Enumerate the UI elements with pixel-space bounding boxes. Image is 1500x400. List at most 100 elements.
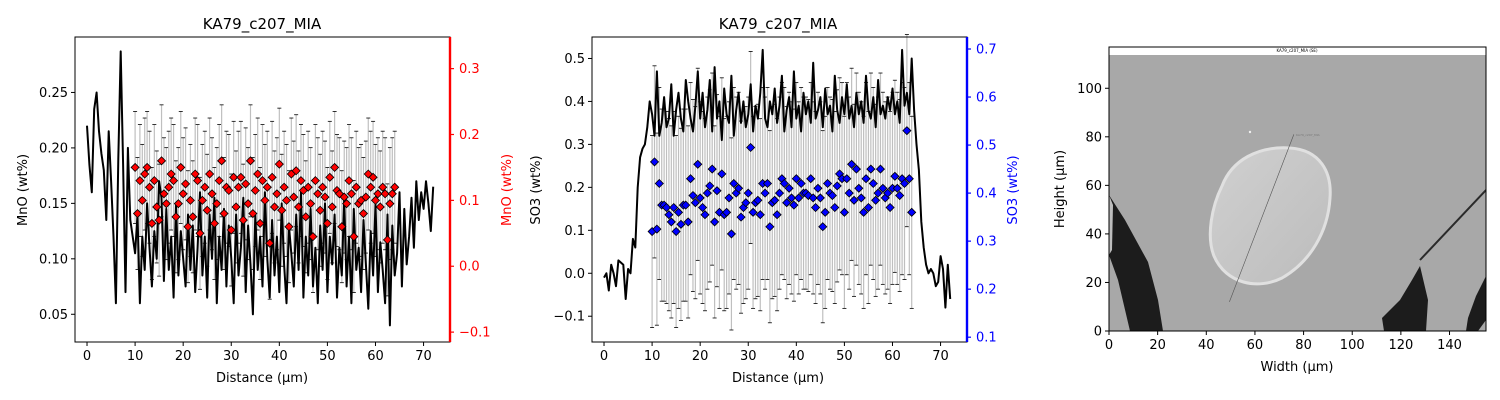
x-tick-label: 20 [175, 349, 192, 364]
data-point [135, 176, 145, 186]
data-point [346, 189, 357, 199]
mno-y-ticks: 0.05 0.10 0.15 0.20 0.25 [39, 86, 75, 323]
data-point [856, 193, 866, 203]
data-point [772, 210, 782, 220]
mno-chart: KA79_c207_MIA 0 10 20 30 40 50 60 70 0.050.100.… [16, 15, 515, 386]
data-point [370, 195, 381, 205]
data-point [830, 202, 840, 213]
sem-y-ticks: 0 20 40 60 80 100 [1077, 82, 1109, 340]
data-point [669, 202, 679, 213]
data-point [313, 189, 323, 199]
y2-tick-label: 0.0 [459, 260, 480, 275]
x-tick-label: 0 [600, 349, 608, 364]
data-point [279, 182, 289, 192]
data-point [673, 207, 684, 217]
x-tick-label: 20 [1149, 338, 1166, 353]
so3-profile-line [603, 48, 952, 309]
data-point [306, 199, 316, 209]
so3-y-ticks: −0.1 0.0 0.1 0.2 0.3 0.4 0.5 [553, 52, 592, 325]
data-point [315, 205, 325, 215]
data-point [255, 218, 265, 228]
data-point [755, 210, 765, 220]
y2-tick-label: −0.1 [459, 326, 491, 341]
so3-x-axis-label: Distance (µm) [732, 371, 824, 386]
data-point [820, 207, 830, 217]
data-point [325, 172, 335, 182]
mno-x-ticks: 0 10 20 30 40 50 60 70 [83, 342, 432, 364]
y-tick-label: 100 [1077, 82, 1102, 97]
data-point [224, 185, 234, 196]
data-point [878, 183, 888, 193]
data-point [654, 178, 664, 189]
data-point [245, 156, 256, 166]
data-point [664, 210, 674, 220]
data-point [214, 176, 224, 186]
data-point [688, 190, 698, 201]
mno-y2-ticks: −0.1 0.0 0.1 0.2 0.3 [450, 62, 491, 341]
data-point [722, 207, 732, 217]
data-point [181, 179, 191, 189]
data-point [863, 202, 874, 213]
data-point [269, 202, 280, 212]
data-point [782, 198, 792, 208]
data-point [281, 195, 292, 205]
data-point [349, 232, 359, 242]
y-tick-label: 0.10 [39, 252, 68, 267]
y2-tick-label: 0.7 [976, 43, 997, 58]
data-point [274, 159, 284, 169]
so3-y2-ticks: 0.1 0.2 0.3 0.4 0.5 0.6 0.7 [967, 43, 997, 346]
sem-dark-phase-bottom-right [1466, 276, 1486, 331]
data-point [796, 178, 806, 189]
data-point [765, 222, 775, 232]
data-point [193, 176, 203, 186]
data-point [859, 207, 869, 217]
data-point [871, 195, 881, 205]
data-point [695, 193, 705, 203]
y2-tick-label: 0.5 [976, 139, 997, 154]
data-point [267, 172, 277, 182]
data-point [140, 169, 150, 179]
x-tick-label: 0 [83, 349, 91, 364]
data-point [185, 195, 195, 205]
data-point [385, 199, 395, 209]
data-point [219, 208, 229, 219]
data-point [661, 202, 672, 213]
data-point [308, 232, 318, 242]
data-point [698, 202, 708, 213]
data-point [779, 178, 789, 189]
data-point [322, 218, 332, 228]
data-point [142, 162, 152, 172]
data-point [375, 202, 385, 212]
sem-x-axis-label: Width (µm) [1261, 360, 1334, 375]
data-point [188, 212, 198, 222]
x-tick-label: 140 [1437, 338, 1462, 353]
data-point [707, 164, 717, 174]
data-point [690, 198, 700, 208]
data-point [902, 126, 912, 136]
data-point [358, 208, 369, 219]
sem-frame [1108, 46, 1487, 332]
data-point [849, 195, 859, 205]
y-tick-label: 20 [1085, 276, 1102, 291]
profile-line [603, 48, 952, 309]
sem-image-title: KA79_c207_MIA (SE) [1276, 48, 1317, 53]
so3-y-axis-label: SO3 (wt%) [529, 155, 544, 224]
data-point [813, 183, 823, 193]
data-point [159, 189, 169, 199]
data-point [339, 192, 349, 202]
data-point [250, 185, 260, 196]
data-point [277, 205, 287, 215]
data-point [649, 157, 660, 167]
x-tick-label: 40 [1198, 338, 1215, 353]
data-point [161, 199, 171, 209]
data-point [320, 192, 330, 202]
data-point [895, 190, 905, 201]
y-tick-label: 0.05 [39, 308, 68, 323]
data-point [786, 193, 797, 203]
data-point [746, 142, 756, 153]
data-point [241, 179, 251, 189]
data-point [726, 229, 736, 239]
data-point [243, 199, 253, 209]
data-point [368, 172, 378, 182]
data-point [671, 226, 681, 237]
